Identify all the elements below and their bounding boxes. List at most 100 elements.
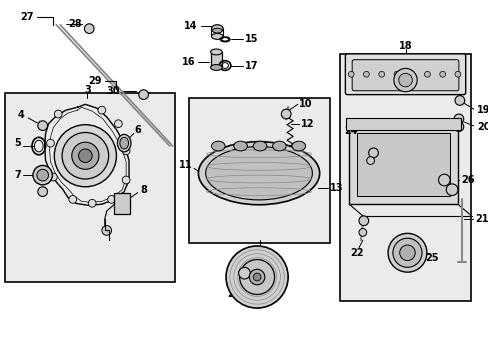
Circle shape bbox=[454, 71, 460, 77]
Circle shape bbox=[88, 199, 96, 207]
Circle shape bbox=[399, 245, 414, 261]
Text: 23: 23 bbox=[416, 151, 430, 161]
Text: 8: 8 bbox=[140, 185, 147, 195]
Circle shape bbox=[72, 142, 99, 169]
Text: 29: 29 bbox=[88, 76, 102, 86]
FancyBboxPatch shape bbox=[351, 60, 458, 91]
Bar bbox=[339, 54, 469, 301]
Circle shape bbox=[347, 71, 353, 77]
Text: 5: 5 bbox=[14, 138, 21, 148]
Circle shape bbox=[122, 176, 130, 184]
Circle shape bbox=[249, 269, 264, 285]
Ellipse shape bbox=[291, 141, 305, 151]
Text: 25: 25 bbox=[424, 253, 438, 262]
Circle shape bbox=[439, 71, 445, 77]
Bar bbox=[356, 134, 449, 197]
Text: 15: 15 bbox=[244, 34, 258, 44]
Ellipse shape bbox=[198, 142, 319, 205]
Ellipse shape bbox=[211, 25, 223, 32]
Circle shape bbox=[54, 125, 116, 187]
Text: 22: 22 bbox=[349, 248, 363, 258]
Circle shape bbox=[37, 169, 48, 181]
Bar bbox=[210, 52, 222, 67]
Circle shape bbox=[139, 90, 148, 99]
Ellipse shape bbox=[210, 64, 222, 70]
Circle shape bbox=[424, 71, 429, 77]
Circle shape bbox=[368, 148, 378, 158]
Circle shape bbox=[366, 157, 374, 165]
Circle shape bbox=[69, 195, 77, 203]
Text: 11: 11 bbox=[178, 161, 192, 170]
Circle shape bbox=[122, 147, 130, 155]
FancyBboxPatch shape bbox=[345, 54, 465, 95]
Circle shape bbox=[102, 226, 111, 235]
Text: 26: 26 bbox=[460, 175, 473, 185]
Circle shape bbox=[38, 187, 47, 197]
Text: 20: 20 bbox=[476, 122, 488, 132]
Circle shape bbox=[393, 71, 399, 77]
Circle shape bbox=[239, 260, 274, 294]
Text: 27: 27 bbox=[20, 12, 34, 22]
Ellipse shape bbox=[233, 141, 247, 151]
Circle shape bbox=[446, 184, 457, 195]
Text: 10: 10 bbox=[298, 99, 312, 109]
Circle shape bbox=[225, 246, 287, 308]
Ellipse shape bbox=[210, 49, 222, 55]
Circle shape bbox=[54, 110, 62, 118]
Text: 30: 30 bbox=[106, 86, 120, 96]
Circle shape bbox=[378, 71, 384, 77]
Circle shape bbox=[281, 109, 290, 119]
Text: 2: 2 bbox=[227, 289, 234, 300]
Text: 7: 7 bbox=[14, 170, 21, 180]
Circle shape bbox=[363, 71, 368, 77]
Circle shape bbox=[49, 173, 57, 181]
Ellipse shape bbox=[211, 141, 224, 151]
Ellipse shape bbox=[117, 134, 131, 152]
Bar bbox=[114, 193, 130, 214]
Ellipse shape bbox=[253, 141, 266, 151]
Circle shape bbox=[454, 96, 464, 105]
Circle shape bbox=[114, 120, 122, 127]
Circle shape bbox=[98, 106, 105, 114]
Circle shape bbox=[253, 273, 261, 281]
Circle shape bbox=[358, 229, 366, 236]
Ellipse shape bbox=[120, 137, 128, 149]
Bar bbox=[348, 122, 457, 204]
Circle shape bbox=[79, 149, 92, 162]
Bar bbox=[346, 118, 460, 130]
Circle shape bbox=[398, 73, 411, 87]
Text: 24: 24 bbox=[344, 126, 357, 136]
Circle shape bbox=[46, 139, 54, 147]
Text: 4: 4 bbox=[18, 110, 25, 120]
Circle shape bbox=[438, 174, 449, 186]
Ellipse shape bbox=[205, 147, 312, 200]
Text: 16: 16 bbox=[181, 57, 195, 67]
Ellipse shape bbox=[211, 33, 223, 39]
Circle shape bbox=[84, 24, 94, 33]
Circle shape bbox=[107, 195, 115, 203]
Circle shape bbox=[33, 166, 52, 185]
Bar bbox=[189, 98, 329, 243]
Text: 9: 9 bbox=[256, 246, 263, 256]
Text: 17: 17 bbox=[244, 60, 258, 71]
Bar bbox=[5, 93, 174, 282]
Text: 6: 6 bbox=[134, 125, 141, 135]
Circle shape bbox=[358, 216, 368, 226]
Circle shape bbox=[62, 132, 108, 179]
Circle shape bbox=[393, 68, 416, 92]
Text: 1: 1 bbox=[256, 294, 263, 304]
Text: 13: 13 bbox=[329, 183, 343, 193]
Circle shape bbox=[408, 71, 414, 77]
Text: 3: 3 bbox=[84, 85, 90, 95]
Circle shape bbox=[387, 233, 426, 272]
Circle shape bbox=[392, 238, 421, 267]
Text: 19: 19 bbox=[476, 105, 488, 115]
Ellipse shape bbox=[272, 141, 285, 151]
Circle shape bbox=[453, 122, 463, 131]
Text: 12: 12 bbox=[300, 119, 314, 129]
Text: 18: 18 bbox=[398, 41, 411, 51]
Circle shape bbox=[38, 121, 47, 131]
Text: 21: 21 bbox=[474, 214, 488, 224]
Ellipse shape bbox=[212, 28, 222, 33]
Circle shape bbox=[238, 267, 250, 279]
